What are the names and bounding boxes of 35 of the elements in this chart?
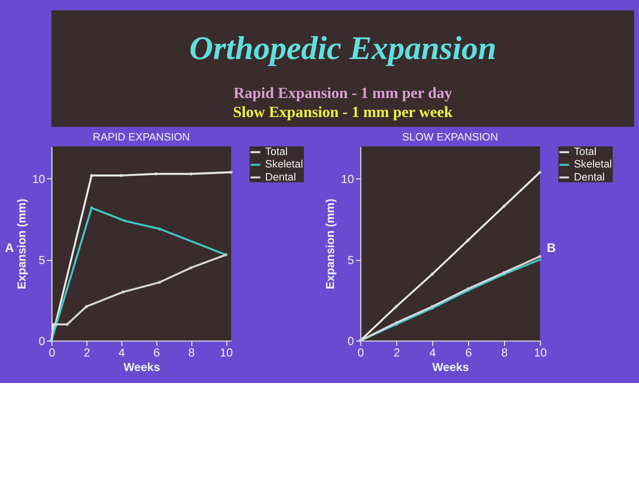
x-tick-label: 10 xyxy=(220,346,234,360)
x-tick-label: 8 xyxy=(501,346,508,360)
text: B xyxy=(546,241,556,256)
x-tick-label: 2 xyxy=(393,346,400,360)
x-axis-title: Weeks xyxy=(432,361,469,374)
y-tick-label: 5 xyxy=(347,254,354,268)
text: Slow Expansion - 1 mm per week xyxy=(233,104,453,122)
chart-title: RAPID EXPANSION xyxy=(92,132,190,144)
x-tick-label: 8 xyxy=(188,346,195,360)
x-tick-label: 2 xyxy=(84,346,90,360)
x-tick-label: 0 xyxy=(48,346,56,360)
legend-label: Total xyxy=(265,146,288,158)
y-axis-title: Expansion (mm) xyxy=(15,198,28,290)
x-tick-label: 4 xyxy=(118,346,126,360)
text: Orthopedic Expansion xyxy=(189,30,496,67)
y-tick-label: 10 xyxy=(341,173,354,186)
text: A xyxy=(4,241,14,256)
y-axis-title: Expansion (mm) xyxy=(324,198,338,290)
legend-label: Dental xyxy=(574,171,605,184)
chart-title: SLOW EXPANSION xyxy=(402,132,498,144)
x-tick-label: 4 xyxy=(429,346,436,360)
y-tick-label: 0 xyxy=(347,334,354,348)
text: Rapid Expansion - 1 mm per day xyxy=(233,84,452,102)
x-axis-title: Weeks xyxy=(123,361,160,374)
y-tick-label: 5 xyxy=(38,254,46,268)
legend-label: Total xyxy=(574,146,596,158)
legend-label: Dental xyxy=(265,171,296,184)
x-tick-label: 10 xyxy=(534,346,548,360)
x-tick-label: 6 xyxy=(153,346,160,360)
x-tick-label: 6 xyxy=(465,346,472,360)
legend-label: Skeletal xyxy=(574,158,612,171)
y-tick-label: 10 xyxy=(32,173,46,186)
x-tick-label: 0 xyxy=(358,346,365,360)
y-tick-label: 0 xyxy=(38,334,46,348)
legend-label: Skeletal xyxy=(265,158,304,171)
